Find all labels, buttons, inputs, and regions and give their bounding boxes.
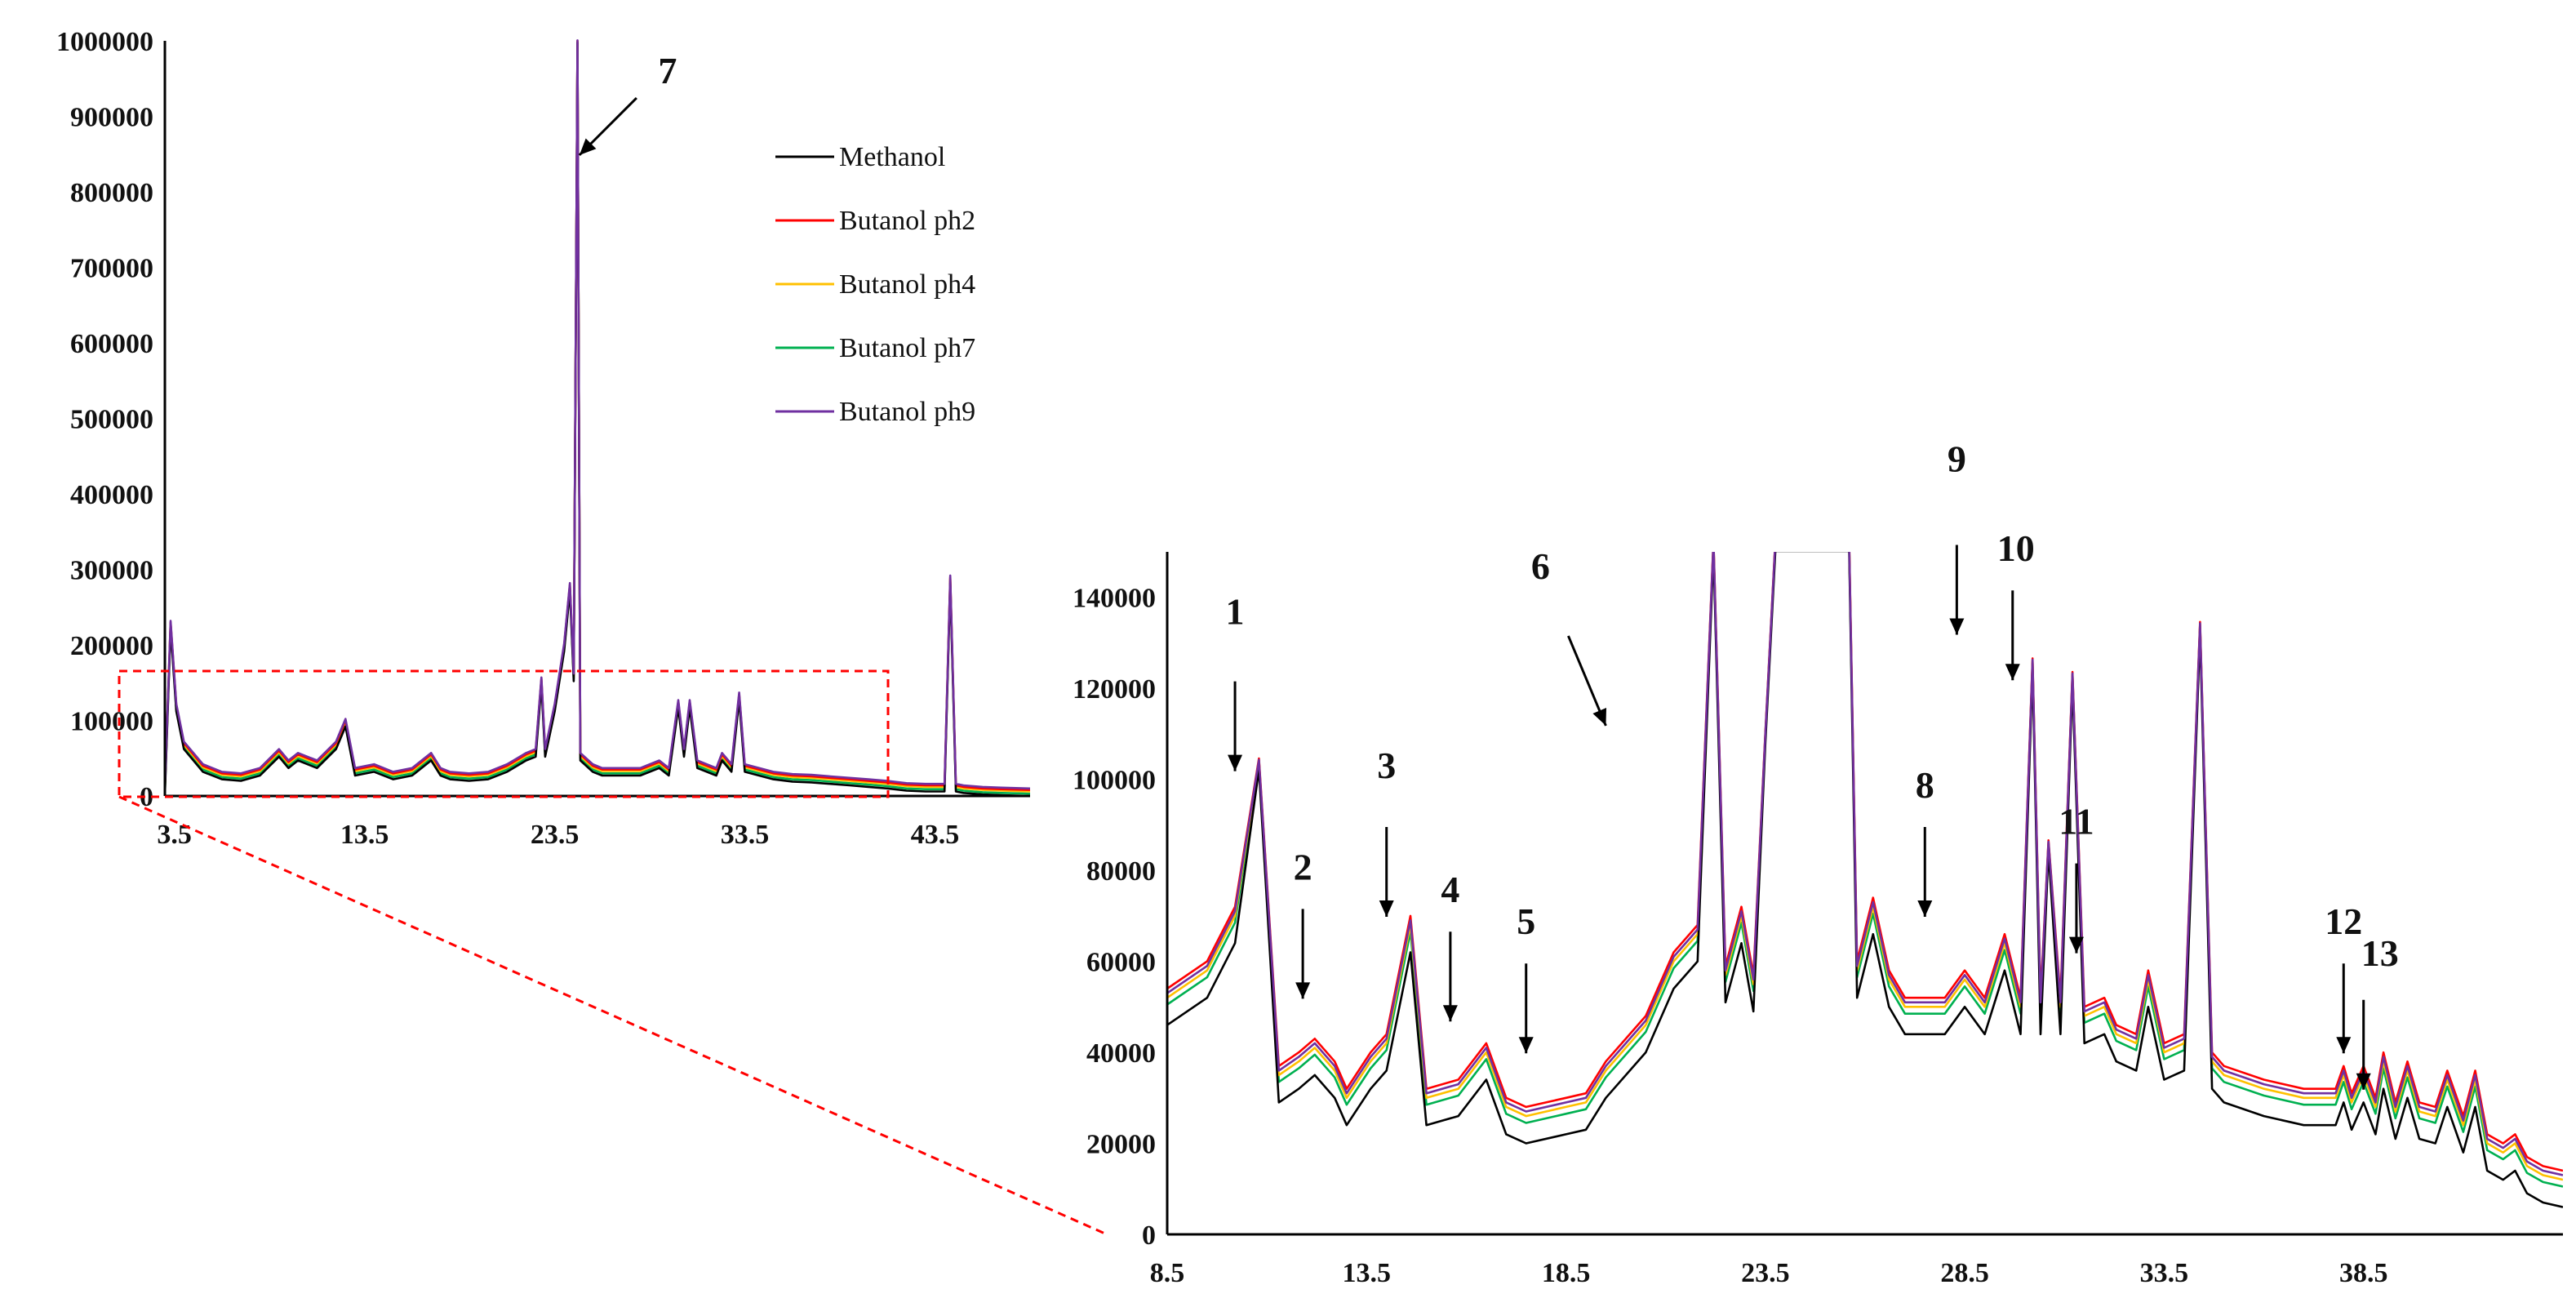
left-y-tick-label: 200000 (70, 631, 153, 661)
zoom-connector-line (118, 795, 1108, 1236)
right-x-tick-label: 23.5 (1741, 1258, 1790, 1288)
legend-label-butanol-ph4: Butanol ph4 (839, 269, 975, 300)
legend-label-butanol-ph7: Butanol ph7 (839, 333, 975, 363)
right-series-butanol-ph9 (1167, 552, 2563, 1176)
right-peak-12-arrowhead (2336, 1037, 2352, 1054)
left-y-tick-label: 100000 (70, 707, 153, 737)
right-peak-10-label: 10 (1997, 527, 2035, 569)
right-y-tick-label: 0 (1142, 1220, 1156, 1251)
right-y-tick-label: 40000 (1086, 1038, 1156, 1069)
right-series-butanol-ph4 (1167, 552, 2563, 1181)
right-peak-8-label: 8 (1916, 764, 1934, 806)
right-peak-2-arrowhead (1295, 982, 1311, 999)
right-y-tick-label: 100000 (1073, 766, 1156, 796)
right-peak-3-label: 3 (1377, 745, 1396, 786)
right-peak-3-arrowhead (1379, 900, 1394, 918)
right-peak-11-arrowhead (2068, 936, 2084, 954)
left-x-tick-label: 13.5 (340, 820, 389, 850)
left-y-tick-label: 300000 (70, 556, 153, 586)
left-y-tick-label: 400000 (70, 480, 153, 510)
right-y-tick-label: 20000 (1086, 1130, 1156, 1160)
right-peak-5-arrowhead (1518, 1037, 1534, 1054)
full-chromatogram-panel: 0 100000 200000 300000 400000 500000 600000 700… (56, 27, 1031, 850)
right-peak-8-arrowhead (1917, 900, 1933, 918)
legend: Methanol Butanol ph2 Butanol ph4 Butanol ph… (775, 142, 975, 427)
left-y-tick-label: 500000 (70, 405, 153, 435)
right-x-tick-label: 28.5 (1940, 1258, 1989, 1288)
right-x-tick-label: 38.5 (2339, 1258, 2388, 1288)
right-x-tick-label: 18.5 (1542, 1258, 1591, 1288)
right-peak-10-arrowhead (2005, 664, 2020, 681)
right-peak-2-label: 2 (1294, 846, 1312, 887)
left-x-tick-label: 23.5 (531, 820, 580, 850)
left-x-tick-label: 43.5 (911, 820, 960, 850)
right-peak-11-label: 11 (2059, 801, 2094, 843)
left-x-tick-label: 3.5 (157, 820, 192, 850)
legend-label-butanol-ph9: Butanol ph9 (839, 397, 975, 427)
right-x-tick-label: 8.5 (1150, 1258, 1185, 1288)
right-peak-13-label: 13 (2361, 932, 2399, 974)
left-series-group (165, 39, 1031, 797)
right-peak-6-label: 6 (1531, 545, 1550, 587)
right-peak-1-arrowhead (1228, 754, 1243, 771)
left-series-butanol-ph9 (165, 39, 1031, 790)
left-peak-7-label: 7 (658, 50, 677, 91)
left-y-tick-label: 900000 (70, 103, 153, 133)
left-y-tick-label: 0 (140, 782, 153, 812)
right-y-tick-label: 80000 (1086, 856, 1156, 887)
left-y-tick-label: 1000000 (56, 27, 153, 57)
right-y-tick-label: 120000 (1073, 674, 1156, 705)
left-y-tick-label: 600000 (70, 329, 153, 359)
right-series-methanol (1167, 552, 2563, 1208)
right-peak-4-arrowhead (1442, 1005, 1458, 1022)
right-series-butanol-ph2 (1167, 552, 2563, 1172)
right-peak-9-arrowhead (1949, 618, 1965, 635)
left-y-tick-label: 700000 (70, 254, 153, 284)
right-peak-4-label: 4 (1441, 869, 1459, 910)
right-x-tick-label: 33.5 (2140, 1258, 2189, 1288)
right-x-tick-label: 13.5 (1343, 1258, 1392, 1288)
right-series-butanol-ph7 (1167, 552, 2563, 1188)
legend-label-methanol: Methanol (839, 142, 945, 172)
right-y-tick-label: 140000 (1073, 584, 1156, 614)
left-y-tick-label: 800000 (70, 178, 153, 208)
right-peak-5-label: 5 (1517, 900, 1535, 942)
right-peak-6-arrowhead (1592, 708, 1607, 726)
right-peak-9-label: 9 (1948, 438, 1966, 479)
left-peak-7-arrowhead (579, 138, 597, 155)
legend-label-butanol-ph2: Butanol ph2 (839, 206, 975, 236)
right-peak-12-label: 12 (2325, 900, 2362, 942)
zoomed-chromatogram-panel: 020000400006000080000100000120000140000 … (1073, 438, 2563, 1288)
right-peak-1-label: 1 (1226, 591, 1245, 633)
left-x-tick-label: 33.5 (721, 820, 770, 850)
right-peak-13-arrowhead (2356, 1073, 2371, 1090)
right-y-tick-label: 60000 (1086, 948, 1156, 978)
right-series-group (1167, 552, 2563, 1208)
zoom-region-box (118, 669, 890, 798)
